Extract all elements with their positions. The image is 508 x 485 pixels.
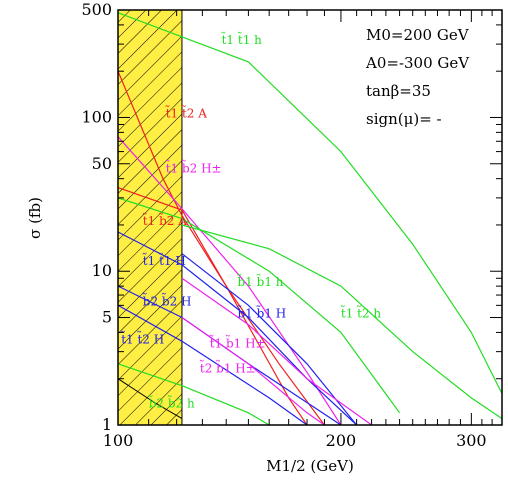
y-tick-label-5: 500 — [81, 0, 112, 19]
series-label-12: b̃2 b̃2 h — [149, 395, 195, 411]
series-label-10: t̃1 t̃2 H — [121, 331, 164, 347]
param-tanbeta: tanβ=35 — [366, 82, 431, 100]
series-label-11: t̃2 b̃1 H± — [200, 360, 256, 376]
series-curve-9 — [181, 277, 372, 425]
excluded-region — [117, 9, 183, 426]
series-label-9: t̃1 b̃1 H± — [210, 335, 266, 351]
series-curve-1 — [118, 70, 308, 425]
param-m0: M0=200 GeV — [366, 26, 470, 44]
series-label-4: t̃1 t̃1 H — [143, 252, 186, 268]
series-label-5: b̃1 b̃1 h — [237, 273, 283, 289]
parameter-box: M0=200 GeV A0=-300 GeV tanβ=35 sign(μ)= … — [365, 26, 470, 128]
series-curve-12 — [118, 363, 270, 425]
y-tick-label-4: 100 — [81, 107, 112, 126]
x-tick-label-2: 300 — [456, 431, 487, 450]
series-curve-4 — [118, 231, 358, 425]
series-curve-8 — [181, 224, 502, 420]
series-curve-10 — [118, 304, 308, 425]
y-tick-label-1: 5 — [102, 308, 112, 327]
series-label-3: t̃1 b̃2 A — [143, 212, 188, 228]
param-a0: A0=-300 GeV — [365, 54, 470, 72]
series-curve-6 — [181, 253, 358, 425]
series-curve-0 — [118, 12, 502, 394]
x-axis-label: M1/2 (GeV) — [266, 457, 354, 475]
x-tick-label-0: 100 — [103, 431, 134, 450]
y-tick-label-0: 1 — [102, 415, 112, 434]
series-label-2: t̃1 b̃2 H± — [166, 160, 222, 176]
series-label-8: t̃1 t̃2 h — [341, 305, 382, 321]
series-label-0: t̃1 t̃1 h — [221, 31, 262, 47]
series-curve-5 — [118, 197, 401, 414]
x-tick-label-1: 200 — [326, 431, 357, 450]
y-tick-label-3: 50 — [92, 154, 112, 173]
series-label-6: b̃1 b̃1 H — [237, 305, 286, 321]
series-label-7: b̃2 b̃2 H — [143, 293, 192, 309]
y-axis-label: σ (fb) — [26, 197, 44, 239]
y-tick-label-2: 10 — [92, 261, 112, 280]
series-curve-3 — [118, 187, 325, 425]
series-label-1: t̃1 t̃2 A — [166, 105, 208, 121]
series-curve-11 — [181, 317, 325, 425]
param-sign-mu: sign(μ)= - — [366, 110, 442, 128]
plot-frame — [117, 9, 503, 426]
extra-curve-0 — [118, 378, 183, 420]
